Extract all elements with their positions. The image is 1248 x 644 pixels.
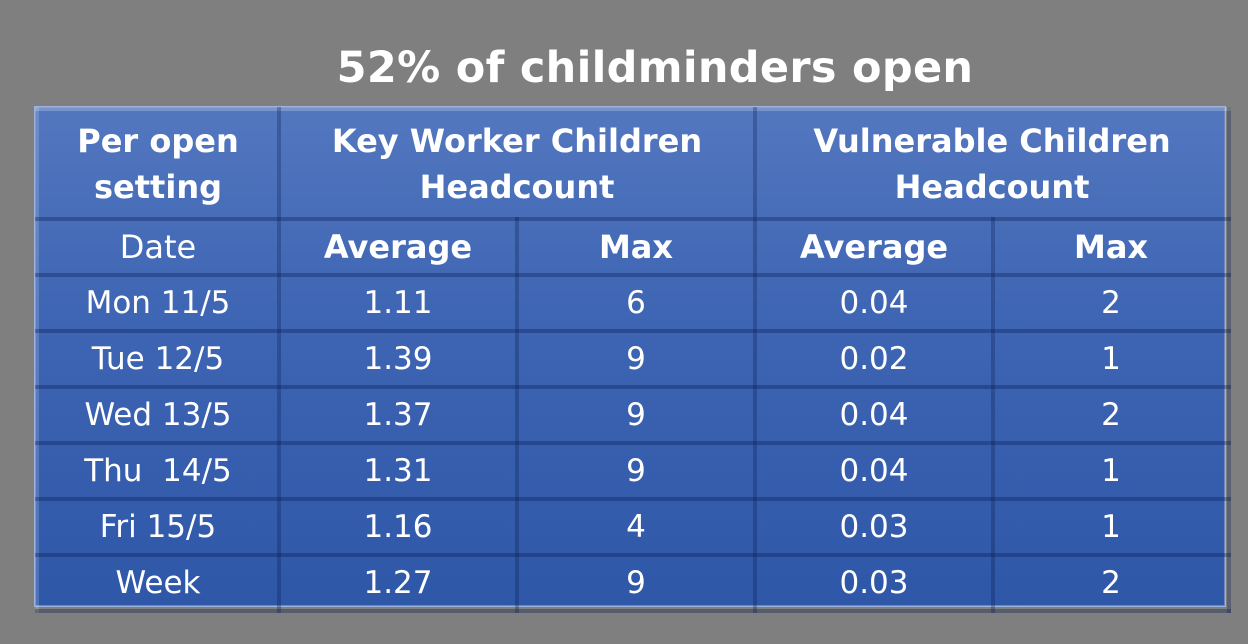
- cell-vul-max: 1: [990, 441, 1232, 501]
- cell-vul-max: 1: [990, 329, 1232, 389]
- header-vul-max: Max: [990, 217, 1232, 277]
- cell-vul-max: 2: [990, 385, 1232, 445]
- header-kw-average: Average: [277, 217, 519, 277]
- header-per-open-setting: Per open setting: [35, 107, 281, 221]
- cell-date: Week: [35, 553, 281, 613]
- headcount-table: Per open setting Key Worker Children Hea…: [35, 107, 1232, 613]
- cell-kw-average: 1.11: [277, 273, 519, 333]
- header-key-worker-children: Key Worker Children Headcount: [277, 107, 757, 221]
- cell-kw-max: 9: [515, 329, 757, 389]
- table-row: Thu 14/5 1.31 9 0.04 1: [35, 441, 1232, 501]
- cell-kw-max: 9: [515, 385, 757, 445]
- header-row-groups: Per open setting Key Worker Children Hea…: [35, 107, 1232, 221]
- cell-vul-max: 1: [990, 497, 1232, 557]
- header-vul-average: Average: [753, 217, 995, 277]
- header-date: Date: [35, 217, 281, 277]
- cell-kw-average: 1.27: [277, 553, 519, 613]
- cell-kw-max: 9: [515, 553, 757, 613]
- cell-vul-average: 0.03: [753, 553, 995, 613]
- header-kw-max: Max: [515, 217, 757, 277]
- table-row: Fri 15/5 1.16 4 0.03 1: [35, 497, 1232, 557]
- cell-vul-average: 0.04: [753, 385, 995, 445]
- cell-date: Tue 12/5: [35, 329, 281, 389]
- cell-kw-average: 1.37: [277, 385, 519, 445]
- cell-date: Wed 13/5: [35, 385, 281, 445]
- cell-kw-average: 1.31: [277, 441, 519, 501]
- cell-kw-average: 1.16: [277, 497, 519, 557]
- cell-date: Mon 11/5: [35, 273, 281, 333]
- table-row: Tue 12/5 1.39 9 0.02 1: [35, 329, 1232, 389]
- table-row: Wed 13/5 1.37 9 0.04 2: [35, 385, 1232, 445]
- cell-vul-average: 0.04: [753, 273, 995, 333]
- cell-vul-average: 0.02: [753, 329, 995, 389]
- cell-vul-average: 0.04: [753, 441, 995, 501]
- headcount-table-container: Per open setting Key Worker Children Hea…: [34, 106, 1232, 613]
- cell-vul-max: 2: [990, 553, 1232, 613]
- cell-kw-max: 4: [515, 497, 757, 557]
- cell-kw-average: 1.39: [277, 329, 519, 389]
- header-row-columns: Date Average Max Average Max: [35, 217, 1232, 277]
- cell-date: Fri 15/5: [35, 497, 281, 557]
- cell-kw-max: 6: [515, 273, 757, 333]
- cell-kw-max: 9: [515, 441, 757, 501]
- table-row-week-total: Week 1.27 9 0.03 2: [35, 553, 1232, 613]
- page-title: 52% of childminders open: [336, 43, 974, 93]
- header-vulnerable-children: Vulnerable Children Headcount: [752, 107, 1232, 221]
- cell-vul-max: 2: [990, 273, 1232, 333]
- cell-vul-average: 0.03: [753, 497, 995, 557]
- table-row: Mon 11/5 1.11 6 0.04 2: [35, 273, 1232, 333]
- cell-date: Thu 14/5: [35, 441, 281, 501]
